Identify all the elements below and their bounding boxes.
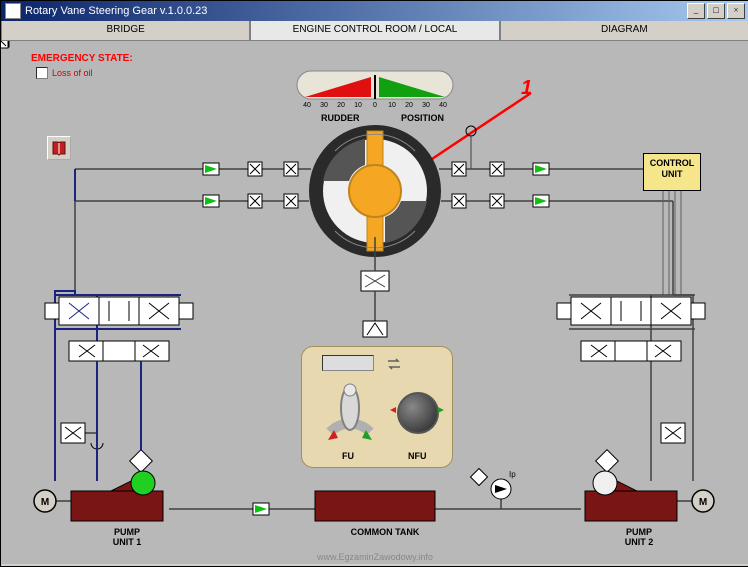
svg-text:30: 30 <box>422 102 430 109</box>
rudder-label: RUDDER <box>321 113 360 123</box>
tab-engine-control[interactable]: ENGINE CONTROL ROOM / LOCAL <box>250 21 499 41</box>
fu-label: FU <box>342 451 354 461</box>
svg-text:40: 40 <box>303 102 311 109</box>
nfu-label: NFU <box>408 451 427 461</box>
steering-panel: FU NFU <box>301 346 453 468</box>
tab-bridge[interactable]: BRIDGE <box>1 21 250 41</box>
watermark: www.EgzaminZawodowy.info <box>1 552 748 562</box>
callout-1: 1 <box>521 77 532 100</box>
piping-diagram: 40 30 20 10 0 10 20 30 40 RUDDER POSITION <box>1 41 748 564</box>
pump1-label: PUMPUNIT 1 <box>97 527 157 547</box>
svg-text:20: 20 <box>405 102 413 109</box>
title-bar: Rotary Vane Steering Gear v.1.0.0.23 _ □… <box>1 1 748 21</box>
svg-text:40: 40 <box>439 102 447 109</box>
nfu-right-arrow-icon <box>436 405 446 415</box>
nfu-knob[interactable] <box>397 392 439 434</box>
pump2-label: PUMPUNIT 2 <box>609 527 669 547</box>
svg-text:0: 0 <box>373 102 377 109</box>
position-label: POSITION <box>401 113 444 123</box>
svg-text:Ip: Ip <box>509 470 516 479</box>
fu-display <box>322 355 374 371</box>
fu-wheel[interactable] <box>320 372 380 447</box>
repeat-icon <box>384 357 404 371</box>
close-button[interactable]: × <box>727 3 745 19</box>
svg-text:M: M <box>41 497 49 508</box>
window-title: Rotary Vane Steering Gear v.1.0.0.23 <box>25 5 207 17</box>
minimize-button[interactable]: _ <box>687 3 705 19</box>
tab-bar: BRIDGE ENGINE CONTROL ROOM / LOCAL DIAGR… <box>1 21 748 41</box>
tab-diagram[interactable]: DIAGRAM <box>500 21 748 41</box>
svg-text:10: 10 <box>388 102 396 109</box>
common-tank-label: COMMON TANK <box>345 527 425 537</box>
svg-text:30: 30 <box>320 102 328 109</box>
svg-text:10: 10 <box>354 102 362 109</box>
diagram-canvas: EMERGENCY STATE: Loss of oil 40302010 0 … <box>1 41 748 564</box>
nfu-left-arrow-icon <box>388 405 398 415</box>
maximize-button[interactable]: □ <box>707 3 725 19</box>
control-unit-box[interactable]: CONTROLUNIT <box>643 153 701 191</box>
svg-text:M: M <box>699 497 707 508</box>
svg-text:20: 20 <box>337 102 345 109</box>
app-icon <box>5 3 21 19</box>
